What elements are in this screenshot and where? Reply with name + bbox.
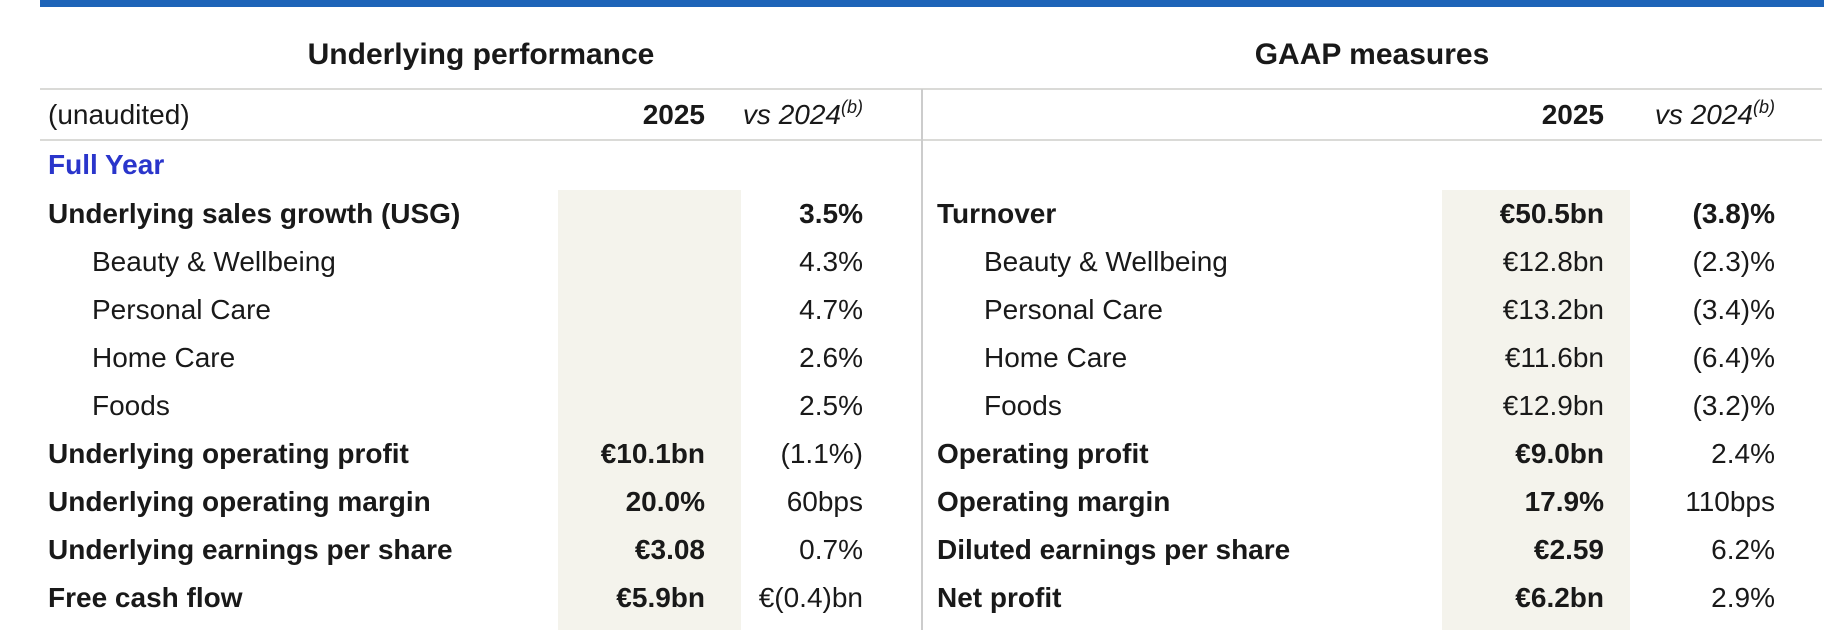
value-2025: €5.9bn (616, 582, 705, 613)
value-vs-2024: 4.7% (799, 294, 863, 325)
table-row: Net profit €6.2bn 2.9% (922, 574, 1822, 622)
value-2025: €11.6bn (1504, 342, 1604, 373)
row-label: Beauty & Wellbeing (92, 246, 336, 277)
row-label: Free cash flow (48, 582, 243, 613)
table-row: Underlying earnings per share €3.08 0.7% (40, 526, 922, 574)
value-vs-2024: €(0.4)bn (758, 582, 863, 613)
col-header-2025: 2025 (642, 98, 705, 130)
row-label: Underlying operating profit (48, 438, 409, 469)
col-header-2025: 2025 (1541, 98, 1604, 130)
column-header-row: (unaudited) 2025 vs 2024(b) (40, 89, 922, 140)
value-vs-2024: 6.2% (1711, 534, 1775, 565)
full-year-label: Full Year (48, 149, 165, 180)
value-vs-2024: 2.6% (799, 342, 863, 373)
unaudited-label: (unaudited) (48, 98, 190, 130)
row-label: Diluted earnings per share (937, 534, 1291, 565)
col-header-vs-2024: vs 2024(b) (741, 96, 922, 131)
table-row: Turnover €50.5bn (3.8)% (922, 190, 1822, 238)
vs-2024-text: vs 2024 (1654, 98, 1753, 130)
section-title-underlying-performance: Underlying performance (307, 38, 655, 71)
vs-2024-text: vs 2024 (742, 98, 841, 130)
row-label: Home Care (984, 342, 1128, 373)
value-2025: 17.9% (1524, 486, 1604, 517)
group-row-full-year: Full Year (40, 140, 922, 190)
footnote-b-superscript: (b) (841, 96, 863, 117)
top-accent-bar (40, 0, 1824, 7)
highlight-band-2025-left (558, 190, 741, 630)
section-title-gaap-measures: GAAP measures (1254, 38, 1490, 71)
table-row: Underlying operating profit €10.1bn (1.1… (40, 430, 922, 478)
value-vs-2024: (2.3)% (1692, 246, 1775, 277)
group-row-spacer (922, 140, 1822, 190)
value-vs-2024: 4.3% (799, 246, 863, 277)
value-2025: €3.08 (634, 534, 705, 565)
table-row: Operating margin 17.9% 110bps (922, 478, 1822, 526)
value-vs-2024: (3.2)% (1692, 390, 1775, 421)
header-top-rule (40, 88, 1822, 90)
value-vs-2024: 2.5% (799, 390, 863, 421)
value-vs-2024: (3.8)% (1692, 198, 1775, 229)
value-vs-2024: (3.4)% (1692, 294, 1775, 325)
table-row: Home Care €11.6bn (6.4)% (922, 334, 1822, 382)
section-divider (921, 89, 923, 630)
highlight-band-2025-right (1442, 190, 1630, 630)
underlying-performance-table: (unaudited) 2025 vs 2024(b) Full Year Un… (40, 89, 922, 622)
row-label: Net profit (937, 582, 1062, 613)
value-vs-2024: 0.7% (799, 534, 863, 565)
table-row: Diluted earnings per share €2.59 6.2% (922, 526, 1822, 574)
value-2025: €9.0bn (1515, 438, 1604, 469)
value-vs-2024: 60bps (786, 486, 863, 517)
row-label: Beauty & Wellbeing (984, 246, 1228, 277)
gaap-measures-table: 2025 vs 2024(b) Turnover €50.5bn (3.8)% … (922, 89, 1822, 622)
row-label: Underlying operating margin (48, 486, 431, 517)
value-2025: €10.1bn (600, 438, 705, 469)
value-vs-2024: 3.5% (799, 198, 863, 229)
value-2025: €12.8bn (1502, 246, 1604, 277)
table-row: Personal Care 4.7% (40, 286, 922, 334)
value-vs-2024: 110bps (1685, 486, 1775, 517)
row-label: Underlying sales growth (USG) (48, 198, 461, 229)
value-2025: 20.0% (625, 486, 705, 517)
table-row: Operating profit €9.0bn 2.4% (922, 430, 1822, 478)
table-row: Beauty & Wellbeing 4.3% (40, 238, 922, 286)
value-vs-2024: 2.4% (1711, 438, 1775, 469)
value-2025: €12.9bn (1502, 390, 1604, 421)
row-label: Operating margin (937, 486, 1171, 517)
value-vs-2024: (1.1%) (780, 438, 863, 469)
table-row: Foods 2.5% (40, 382, 922, 430)
row-label: Personal Care (92, 294, 271, 325)
value-vs-2024: (6.4)% (1692, 342, 1775, 373)
row-label: Operating profit (937, 438, 1149, 469)
table-row: Free cash flow €5.9bn €(0.4)bn (40, 574, 922, 622)
value-2025: €2.59 (1533, 534, 1604, 565)
col-header-vs-2024: vs 2024(b) (1630, 96, 1822, 131)
header-bottom-rule (40, 139, 1822, 141)
value-2025: €13.2bn (1502, 294, 1604, 325)
table-row: Underlying operating margin 20.0% 60bps (40, 478, 922, 526)
row-label: Foods (984, 390, 1062, 421)
column-header-row: 2025 vs 2024(b) (922, 89, 1822, 140)
row-label: Turnover (937, 198, 1057, 229)
footnote-b-superscript: (b) (1753, 96, 1775, 117)
table-row: Underlying sales growth (USG) 3.5% (40, 190, 922, 238)
table-row: Personal Care €13.2bn (3.4)% (922, 286, 1822, 334)
row-label: Foods (92, 390, 170, 421)
table-row: Home Care 2.6% (40, 334, 922, 382)
table-row: Foods €12.9bn (3.2)% (922, 382, 1822, 430)
row-label: Home Care (92, 342, 236, 373)
value-vs-2024: 2.9% (1711, 582, 1775, 613)
value-2025: €6.2bn (1515, 582, 1604, 613)
row-label: Underlying earnings per share (48, 534, 453, 565)
value-2025: €50.5bn (1499, 198, 1604, 229)
table-row: Beauty & Wellbeing €12.8bn (2.3)% (922, 238, 1822, 286)
row-label: Personal Care (984, 294, 1163, 325)
